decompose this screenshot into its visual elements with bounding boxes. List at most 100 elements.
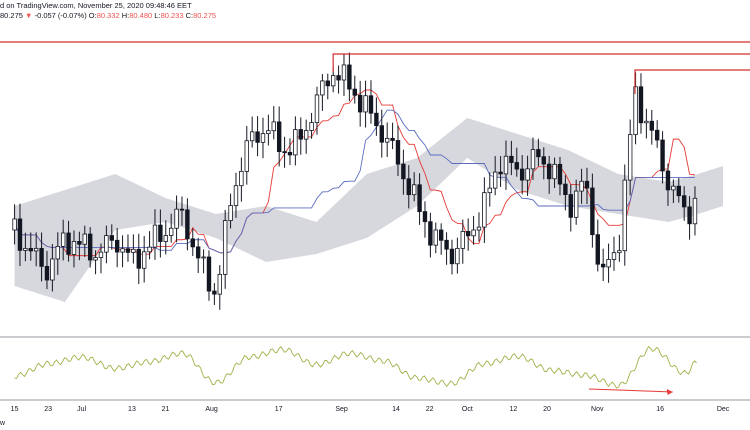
candle-body (584, 180, 590, 189)
candle (131, 234, 136, 264)
candle-body (71, 241, 77, 255)
candle (671, 179, 676, 204)
candle-body (514, 162, 519, 170)
candle-body (503, 155, 509, 175)
candle-body (357, 94, 363, 113)
low-label: L: (154, 11, 161, 20)
candle-body (536, 149, 541, 158)
candle (563, 175, 568, 211)
candle-body (276, 121, 282, 153)
candle (190, 228, 195, 256)
candle-body (163, 235, 168, 242)
candle-body (509, 155, 514, 163)
candle (617, 234, 622, 262)
candle-body (482, 192, 487, 228)
candle-body (444, 239, 449, 250)
candle (104, 225, 109, 264)
x-tick-label: Dec (717, 406, 730, 413)
x-tick-label: Jul (77, 406, 86, 413)
candle-body (147, 246, 152, 253)
candle (541, 147, 546, 180)
x-tick-label: Nov (591, 406, 604, 413)
candle-body (384, 137, 390, 143)
candle-body (255, 131, 260, 143)
candle-body (98, 251, 104, 258)
candle-body (217, 273, 222, 295)
candle (514, 147, 519, 177)
candle-body (374, 112, 379, 127)
candle (584, 167, 590, 204)
candle (98, 243, 104, 274)
candle-body (530, 149, 536, 170)
candle (93, 250, 98, 275)
candle-body (600, 263, 606, 268)
candle (611, 236, 617, 271)
candle (368, 80, 374, 124)
candle (503, 140, 509, 190)
x-tick-label: 12 (510, 406, 518, 413)
candle-body (401, 163, 406, 180)
candle-body (195, 246, 201, 259)
candle (622, 164, 627, 266)
candle (557, 156, 563, 196)
candle-body (179, 208, 185, 211)
x-tick-label: 22 (426, 406, 434, 413)
candle (23, 232, 28, 262)
candle-body (212, 290, 217, 295)
candle-body (185, 209, 190, 240)
candle-body (638, 86, 644, 124)
open-value: 80.332 (96, 11, 120, 20)
candle (293, 116, 298, 166)
footer-fragment: w (0, 420, 6, 427)
candle-body (28, 247, 33, 252)
candle (195, 237, 201, 273)
candle (168, 213, 174, 243)
candle (185, 198, 190, 251)
candle (676, 177, 681, 203)
candle (336, 65, 341, 94)
candle-body (55, 246, 60, 260)
candle (509, 140, 514, 176)
candle-body (136, 248, 141, 269)
divergence-arrow-line (588, 388, 673, 393)
change-value: -0.057 (-0.07%) (34, 11, 87, 20)
candle-body (125, 248, 131, 253)
candle (249, 116, 255, 148)
candle-body (471, 229, 476, 237)
candle-body (692, 197, 698, 225)
candle-body (363, 95, 368, 113)
candle-body (498, 171, 503, 175)
resistance-line-nov (634, 69, 750, 94)
candle (212, 283, 217, 305)
candle-body (557, 163, 563, 185)
candle-body (260, 133, 266, 143)
candle (28, 232, 33, 261)
x-tick-label: Aug (205, 406, 218, 413)
candle-body (395, 140, 401, 165)
candle (158, 209, 163, 258)
candle (276, 106, 282, 167)
candle (546, 155, 552, 194)
candle-body (60, 232, 66, 247)
high-value: 80.480 (129, 11, 153, 20)
candle-body (422, 211, 428, 223)
candle-body (228, 205, 233, 221)
candle (71, 230, 77, 268)
candle (525, 155, 530, 196)
candle (114, 227, 120, 268)
candle-body (131, 248, 136, 253)
candle (179, 196, 185, 226)
candle (39, 232, 44, 282)
candle (536, 138, 541, 167)
candle (390, 122, 395, 150)
candle-body (120, 248, 125, 253)
candle (260, 117, 266, 159)
candle (298, 117, 303, 155)
candle-body (406, 178, 411, 196)
candle-body (519, 168, 525, 181)
candle-body (341, 64, 347, 81)
candle (433, 222, 438, 254)
candle (687, 196, 692, 240)
candle (125, 234, 131, 262)
